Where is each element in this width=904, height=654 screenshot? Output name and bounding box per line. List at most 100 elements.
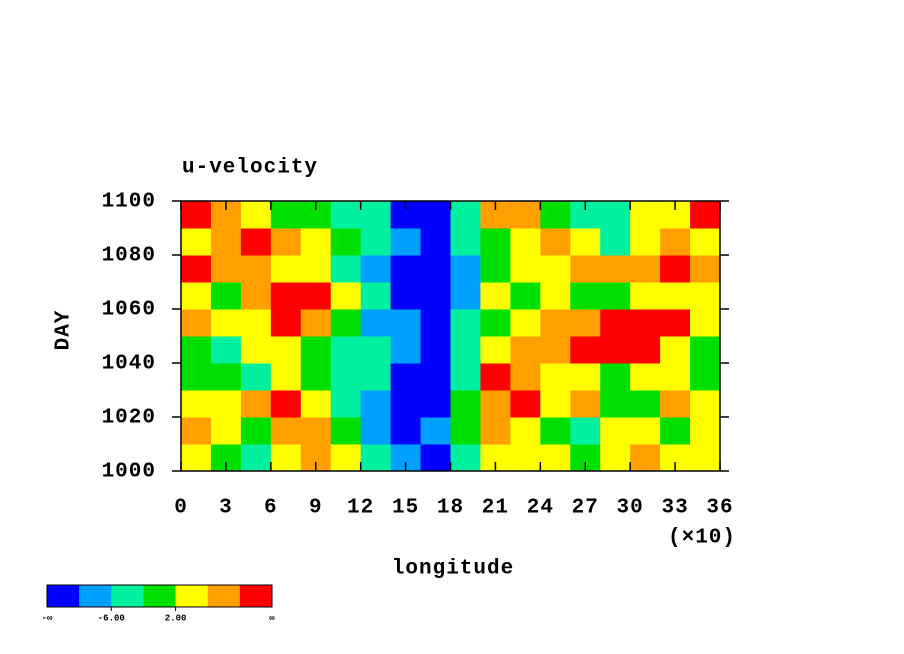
heat-cell — [660, 255, 691, 283]
x-tick-label: 33 — [661, 497, 688, 520]
heat-cell — [600, 417, 631, 445]
heat-cell — [660, 417, 691, 445]
heat-cell — [630, 228, 661, 256]
heat-cell — [600, 228, 631, 256]
heat-cell — [570, 255, 601, 283]
heat-cell — [270, 228, 302, 256]
heat-cell — [660, 309, 691, 337]
colorbar-swatch — [111, 585, 144, 607]
heat-cell — [300, 255, 332, 283]
x-tick-label: 30 — [617, 497, 644, 520]
heat-cell — [660, 282, 691, 310]
heat-cell — [690, 282, 721, 310]
colorbar-swatch — [79, 585, 112, 607]
x-tick-label: 0 — [174, 497, 188, 520]
heat-cell — [360, 390, 392, 418]
colorbar-frame — [46, 584, 273, 608]
heat-cell — [240, 363, 272, 391]
heat-cell — [630, 417, 661, 445]
heat-cell — [660, 336, 691, 364]
heat-cell — [480, 282, 511, 310]
heat-cell — [240, 309, 272, 337]
heat-cell — [181, 255, 212, 283]
colorbar-swatch — [239, 585, 273, 607]
heat-cell — [240, 390, 272, 418]
heat-cell — [510, 309, 541, 337]
heat-cell — [570, 228, 601, 256]
heat-cell — [300, 309, 332, 337]
heat-cell — [210, 255, 242, 283]
x-scale-label: (×10) — [668, 527, 736, 550]
heat-cell — [330, 228, 362, 256]
heat-cell — [690, 228, 721, 256]
heat-cell — [450, 201, 481, 229]
y-tick-label: 1040 — [102, 353, 156, 376]
heat-cell — [300, 228, 332, 256]
colorbar-label: -∞ — [42, 613, 53, 623]
heat-cell — [300, 282, 332, 310]
heat-cell — [330, 363, 362, 391]
heat-cell — [510, 390, 541, 418]
heat-cell — [390, 363, 422, 391]
heat-cell — [420, 417, 451, 445]
heat-cell — [600, 255, 631, 283]
heat-cell — [270, 363, 302, 391]
heat-cell — [570, 417, 601, 445]
heat-cell — [390, 282, 422, 310]
heat-cell — [600, 336, 631, 364]
heat-cell — [390, 309, 422, 337]
heat-cell — [540, 417, 571, 445]
heat-cell — [510, 228, 541, 256]
heat-cell — [420, 201, 451, 229]
colorbar-label: -6.00 — [98, 613, 125, 623]
heat-cell — [420, 363, 451, 391]
heat-cell — [450, 255, 481, 283]
heat-cell — [270, 390, 302, 418]
heat-cell — [210, 363, 242, 391]
y-tick-label: 1000 — [102, 461, 156, 484]
x-tick-label: 24 — [527, 497, 554, 520]
heat-cell — [330, 309, 362, 337]
heat-cell — [540, 444, 571, 472]
heat-cell — [540, 363, 571, 391]
heat-cell — [510, 201, 541, 229]
heat-cell — [600, 201, 631, 229]
heat-cell — [330, 336, 362, 364]
heat-cell — [240, 336, 272, 364]
heat-cell — [480, 255, 511, 283]
heat-cell — [480, 363, 511, 391]
heat-cell — [450, 363, 481, 391]
heat-cell — [630, 444, 661, 472]
heat-cell — [480, 228, 511, 256]
heat-cell — [690, 390, 721, 418]
heat-cell — [330, 201, 362, 229]
heat-cell — [660, 390, 691, 418]
heat-cell — [181, 309, 212, 337]
heat-cell — [300, 390, 332, 418]
heat-cell — [690, 201, 721, 229]
heat-cell — [181, 201, 212, 229]
heat-cell — [210, 390, 242, 418]
heat-cell — [181, 390, 212, 418]
heat-cell — [540, 201, 571, 229]
colorbar-swatch — [207, 585, 241, 607]
heat-cell — [540, 282, 571, 310]
x-tick-label: 6 — [264, 497, 278, 520]
colorbar-label: ∞ — [269, 613, 275, 623]
heat-cell — [570, 363, 601, 391]
heat-cell — [630, 201, 661, 229]
heat-cell — [450, 282, 481, 310]
heat-cell — [510, 444, 541, 472]
heat-cell — [181, 444, 212, 472]
heat-cell — [210, 417, 242, 445]
heat-cell — [630, 282, 661, 310]
heat-cell — [450, 390, 481, 418]
heat-cell — [510, 255, 541, 283]
x-tick-label: 36 — [706, 497, 733, 520]
heat-cell — [510, 363, 541, 391]
heat-cell — [270, 417, 302, 445]
y-tick-label: 1100 — [102, 191, 156, 214]
heat-cell — [600, 390, 631, 418]
heat-cell — [450, 444, 481, 472]
